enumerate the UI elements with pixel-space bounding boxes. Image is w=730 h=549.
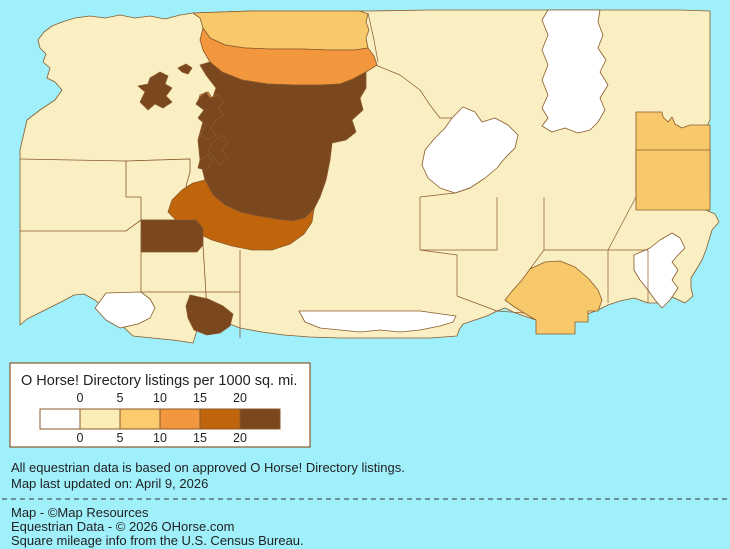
svg-text:Square mileage info from the U: Square mileage info from the U.S. Census… [11,533,304,548]
svg-text:20: 20 [233,391,247,405]
svg-text:Map last updated on: April 9,: Map last updated on: April 9, 2026 [11,476,208,491]
svg-text:0: 0 [77,391,84,405]
svg-text:15: 15 [193,431,207,445]
svg-text:Equestrian Data - © 2026 OHors: Equestrian Data - © 2026 OHorse.com [11,519,234,534]
svg-text:10: 10 [153,431,167,445]
svg-text:10: 10 [153,391,167,405]
svg-text:5: 5 [117,431,124,445]
svg-text:All equestrian data is based o: All equestrian data is based on approved… [11,460,405,475]
svg-text:0: 0 [77,431,84,445]
svg-text:5: 5 [117,391,124,405]
svg-text:O Horse! Directory listings pe: O Horse! Directory listings per 1000 sq.… [21,373,297,389]
svg-text:Map - ©Map Resources: Map - ©Map Resources [11,505,149,520]
svg-text:20: 20 [233,431,247,445]
svg-text:15: 15 [193,391,207,405]
